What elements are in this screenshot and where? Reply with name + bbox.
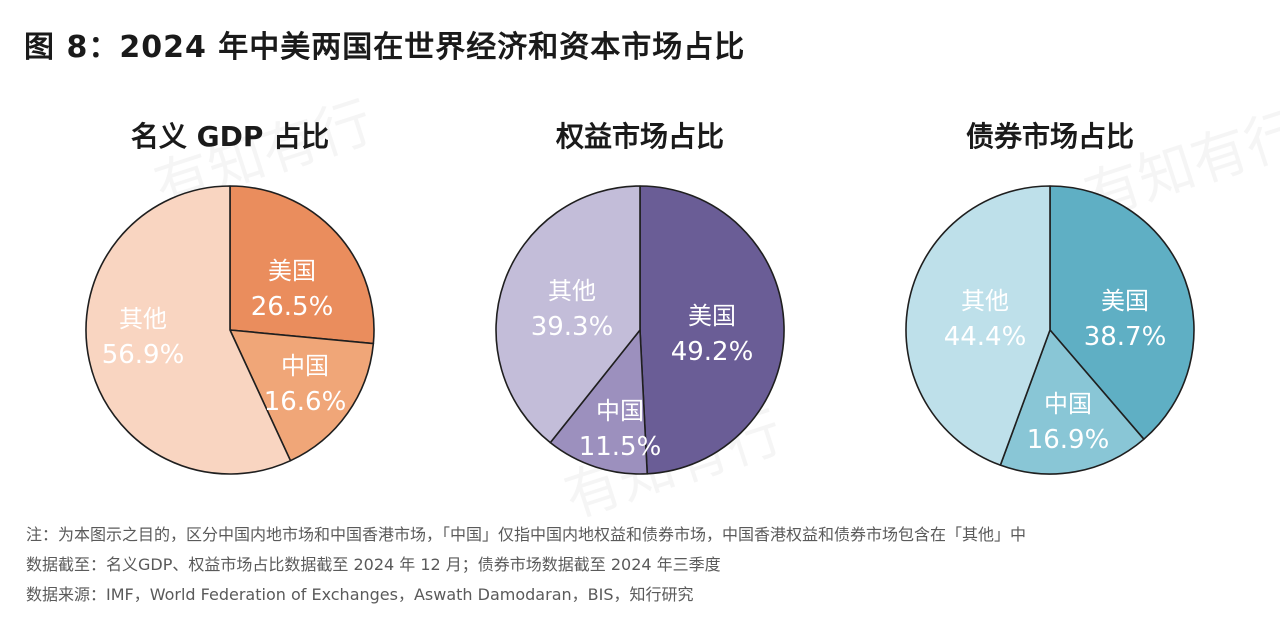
pie-slice-china (549, 329, 649, 475)
pie-slice-usa (229, 185, 375, 345)
slice-label-usa: 美国 (1101, 287, 1149, 315)
slice-label-usa: 美国 (688, 302, 736, 330)
footnotes: 注：为本图示之目的，区分中国内地市场和中国香港市场，「中国」仅指中国内地权益和债… (26, 520, 1026, 610)
slice-label-usa: 美国 (268, 257, 316, 285)
slice-value-other: 56.9% (102, 340, 185, 370)
slice-label-china: 中国 (281, 352, 329, 380)
pie-slice-china (229, 329, 375, 462)
slice-value-china: 11.5% (579, 432, 662, 462)
pie-slice-other (495, 185, 641, 444)
figure-title: 图 8：2024 年中美两国在世界经济和资本市场占比 (24, 30, 746, 65)
slice-label-other: 其他 (961, 287, 1009, 315)
slice-label-china: 中国 (1044, 390, 1092, 418)
pie-slice-other (905, 185, 1051, 466)
pie-slice-china (999, 329, 1145, 475)
slice-value-other: 39.3% (531, 312, 614, 342)
slice-value-usa: 49.2% (671, 337, 754, 367)
footnote-source: 数据来源：IMF，World Federation of Exchanges，A… (26, 585, 694, 604)
slice-label-china: 中国 (596, 397, 644, 425)
pie-title: 权益市场占比 (555, 120, 724, 153)
slice-label-other: 其他 (119, 305, 167, 333)
pie-title: 债券市场占比 (966, 120, 1134, 153)
slice-value-other: 44.4% (944, 322, 1027, 352)
slice-value-usa: 26.5% (251, 292, 334, 322)
slice-label-other: 其他 (548, 277, 596, 305)
slice-value-china: 16.6% (264, 387, 347, 417)
pie-slice-usa (639, 185, 785, 475)
footnote-data-date: 数据截至：名义GDP、权益市场占比数据截至 2024 年 12 月；债券市场数据… (26, 555, 721, 574)
pie-slice-other (85, 185, 292, 475)
footnote-note: 注：为本图示之目的，区分中国内地市场和中国香港市场，「中国」仅指中国内地权益和债… (26, 525, 1027, 544)
pie-title: 名义 GDP 占比 (131, 120, 329, 153)
slice-value-usa: 38.7% (1084, 322, 1167, 352)
pie-slice-usa (1049, 185, 1195, 440)
slice-value-china: 16.9% (1027, 425, 1110, 455)
